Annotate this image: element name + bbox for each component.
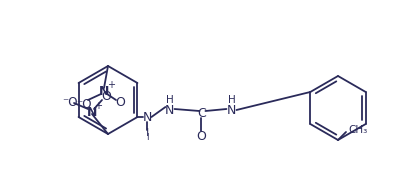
Text: O: O [115,95,125,109]
Text: +: + [94,101,102,111]
Text: +: + [107,80,115,90]
Text: N: N [143,111,152,123]
Text: ⁻O: ⁻O [62,95,78,109]
Text: H: H [228,95,235,105]
Text: H: H [166,95,173,105]
Text: CH₃: CH₃ [348,125,367,135]
Text: ⁻O: ⁻O [76,97,92,111]
Text: I: I [146,128,149,138]
Text: O: O [101,90,111,103]
Text: N: N [227,103,236,116]
Text: N: N [165,103,174,116]
Text: C: C [197,106,206,120]
Text: N: N [87,105,97,119]
Text: N: N [99,84,109,97]
Text: O: O [196,131,206,143]
Text: I: I [146,132,148,142]
